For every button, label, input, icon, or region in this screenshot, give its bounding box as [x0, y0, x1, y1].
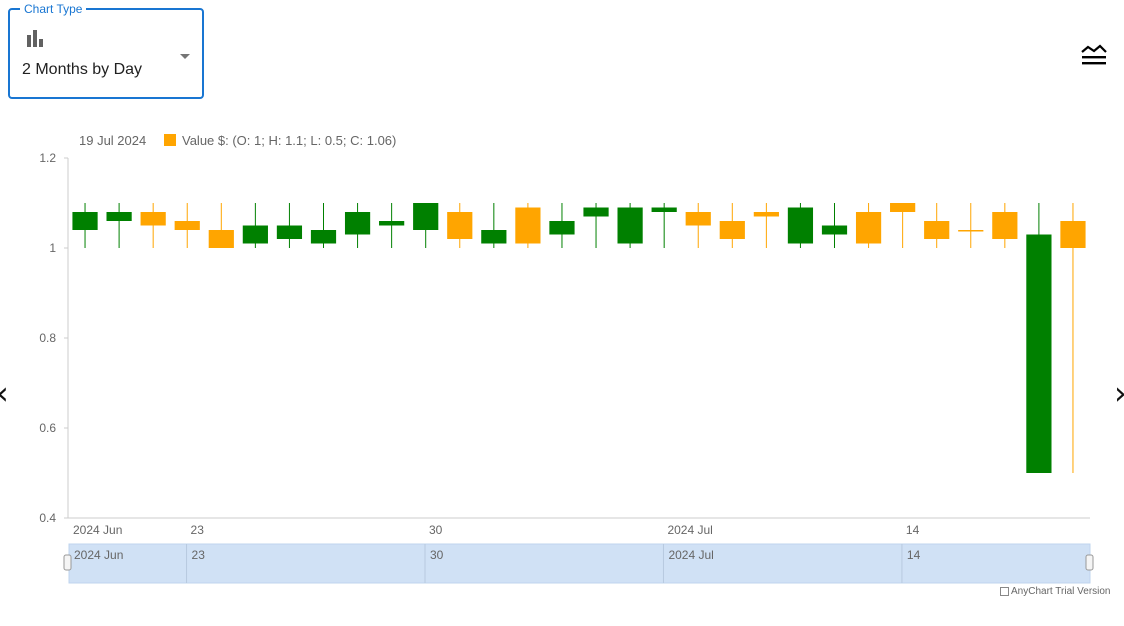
x-axis: 2024 Jun 23 30 2024 Jul 14 [68, 517, 1090, 537]
candle-body [242, 225, 268, 244]
candle-body [310, 230, 337, 244]
candle-body [617, 207, 643, 244]
candle-body [1026, 234, 1052, 473]
y-tick-label: 0.8 [39, 331, 56, 345]
x-tick-label: 30 [429, 523, 443, 537]
candle-body [379, 221, 405, 226]
candle-body [174, 221, 200, 230]
stacked-chart-menu-icon[interactable] [1080, 44, 1108, 68]
legend-series-swatch [164, 134, 176, 146]
candle-body [753, 212, 779, 217]
candle-body [72, 212, 98, 230]
scroller-right-handle[interactable] [1085, 554, 1094, 571]
chevron-down-icon [180, 54, 190, 59]
x-tick-label: 23 [191, 523, 205, 537]
candle-body [821, 225, 848, 235]
candle-body [413, 203, 439, 230]
chart-type-select[interactable]: Chart Type 2 Months by Day [8, 1, 204, 99]
candle-body [719, 221, 745, 239]
next-arrow-icon[interactable]: › [1114, 375, 1124, 411]
scroller-tick-label: 30 [430, 548, 444, 562]
candle-body [344, 212, 371, 235]
y-tick-label: 1.2 [39, 151, 56, 165]
candle-body [515, 207, 541, 244]
candles [72, 203, 1086, 473]
candle-body [549, 221, 575, 235]
chart-type-value: 2 Months by Day [22, 61, 143, 78]
legend-date: 19 Jul 2024 [79, 133, 146, 148]
y-tick-label: 1 [49, 241, 56, 255]
scroller-tick-label: 2024 Jun [74, 548, 123, 562]
scroller-selection[interactable] [68, 543, 1091, 584]
credits-text: AnyChart Trial Version [1011, 586, 1111, 597]
y-tick-label: 0.6 [39, 421, 56, 435]
candle-body [208, 230, 234, 248]
scroller-tick-label: 2024 Jul [668, 548, 713, 562]
y-tick-label: 0.4 [39, 511, 56, 525]
candle-body [651, 207, 677, 212]
legend-series-label: Value $: (O: 1; H: 1.1; L: 0.5; C: 1.06) [182, 133, 396, 148]
candle-body [481, 230, 507, 244]
candle-body [958, 230, 984, 232]
scroller-left-handle[interactable] [63, 554, 72, 571]
chart-type-label: Chart Type [20, 1, 87, 17]
candle-body [992, 212, 1018, 239]
candle-body [106, 212, 132, 221]
credits[interactable]: AnyChart Trial Version [1000, 586, 1111, 597]
anychart-logo-icon [1000, 587, 1009, 596]
scroller-tick-label: 23 [192, 548, 206, 562]
candle-body [140, 212, 166, 226]
candle-body [924, 221, 950, 239]
x-tick-label: 2024 Jul [667, 523, 712, 537]
candle-body [890, 203, 916, 212]
x-tick-label: 14 [906, 523, 920, 537]
candle-body [855, 212, 882, 244]
candle-body [1060, 221, 1086, 248]
bar-chart-icon [27, 30, 43, 47]
scroller[interactable]: 2024 Jun 23 30 2024 Jul 14 [63, 543, 1094, 584]
candle-body [276, 225, 303, 239]
candle-body [787, 207, 814, 244]
candle-body [583, 207, 609, 217]
previous-arrow-icon[interactable]: ‹ [0, 375, 9, 411]
candle-body [447, 212, 473, 239]
x-tick-label: 2024 Jun [73, 523, 122, 537]
candle-body [685, 212, 711, 226]
scroller-ticks: 2024 Jun 23 30 2024 Jul 14 [74, 544, 921, 583]
candlestick-chart: 19 Jul 2024 Value $: (O: 1; H: 1.1; L: 0… [39, 133, 1094, 584]
scroller-tick-label: 14 [907, 548, 921, 562]
y-axis: 1.2 1 0.8 0.6 0.4 [39, 151, 69, 525]
